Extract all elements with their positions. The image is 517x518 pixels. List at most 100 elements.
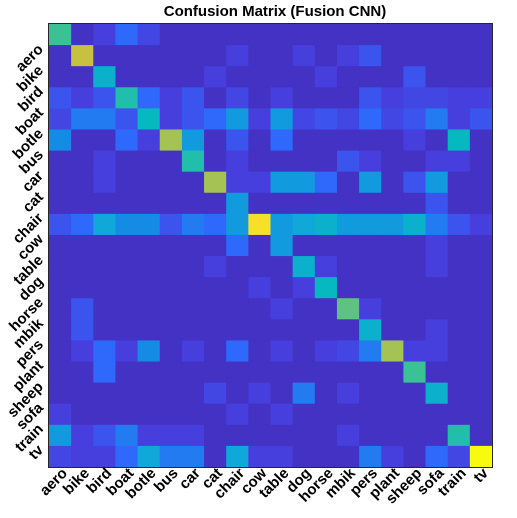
heatmap-cell xyxy=(426,87,449,109)
heatmap-cell xyxy=(71,277,94,299)
heatmap-cell xyxy=(359,235,382,257)
heatmap-cell xyxy=(182,87,205,109)
heatmap-cell xyxy=(293,425,316,447)
heatmap-cell xyxy=(71,151,94,173)
heatmap-cell xyxy=(71,404,94,426)
heatmap-cell xyxy=(381,298,404,320)
heatmap-cell xyxy=(426,193,449,215)
heatmap-cell xyxy=(403,319,426,341)
heatmap-cell xyxy=(115,319,138,341)
heatmap-cell xyxy=(204,256,227,278)
heatmap-cell xyxy=(315,129,338,151)
heatmap-cell xyxy=(160,319,183,341)
heatmap-cell xyxy=(315,425,338,447)
heatmap-cell xyxy=(49,87,72,109)
heatmap-cell xyxy=(204,151,227,173)
heatmap-cell xyxy=(248,277,271,299)
heatmap-cell xyxy=(49,129,72,151)
heatmap-cell xyxy=(93,340,116,362)
heatmap-cell xyxy=(426,256,449,278)
heatmap-cell xyxy=(271,66,294,88)
heatmap-cell xyxy=(71,235,94,257)
heatmap-cell xyxy=(470,151,493,173)
heatmap-cell xyxy=(71,319,94,341)
heatmap-cell xyxy=(470,66,493,88)
heatmap-cell xyxy=(49,45,72,67)
heatmap-cell xyxy=(403,340,426,362)
heatmap-cell xyxy=(337,340,360,362)
heatmap-cell xyxy=(293,193,316,215)
heatmap-cell xyxy=(381,214,404,236)
heatmap-cell xyxy=(426,383,449,405)
heatmap-cell xyxy=(93,298,116,320)
heatmap-cell xyxy=(337,214,360,236)
heatmap-cell xyxy=(381,362,404,384)
heatmap-cell xyxy=(426,66,449,88)
heatmap-cell xyxy=(93,151,116,173)
heatmap-cell xyxy=(115,277,138,299)
heatmap-cell xyxy=(470,108,493,130)
heatmap-cell xyxy=(160,129,183,151)
heatmap-cell xyxy=(182,446,205,468)
heatmap-cell xyxy=(337,383,360,405)
heatmap-cell xyxy=(337,362,360,384)
heatmap-cell xyxy=(49,256,72,278)
heatmap-cell xyxy=(337,129,360,151)
heatmap-cell xyxy=(293,277,316,299)
heatmap-cell xyxy=(426,425,449,447)
heatmap-cell xyxy=(182,66,205,88)
heatmap-cell xyxy=(381,172,404,194)
heatmap-cell xyxy=(448,151,471,173)
heatmap-cell xyxy=(138,108,161,130)
heatmap-cell xyxy=(204,362,227,384)
heatmap-cell xyxy=(204,193,227,215)
heatmap-cell xyxy=(204,446,227,468)
heatmap-cell xyxy=(226,151,249,173)
heatmap-cell xyxy=(226,193,249,215)
heatmap-cell xyxy=(49,446,72,468)
heatmap-cell xyxy=(271,425,294,447)
heatmap-cell xyxy=(204,24,227,46)
heatmap-cell xyxy=(337,45,360,67)
heatmap-cell xyxy=(160,256,183,278)
heatmap-cell xyxy=(204,319,227,341)
heatmap-cell xyxy=(426,172,449,194)
heatmap-cell xyxy=(226,404,249,426)
heatmap-cell xyxy=(226,24,249,46)
heatmap-cell xyxy=(160,24,183,46)
heatmap-cell xyxy=(470,193,493,215)
heatmap-cell xyxy=(204,383,227,405)
heatmap-cell xyxy=(71,129,94,151)
heatmap-cell xyxy=(293,362,316,384)
heatmap-cell xyxy=(182,108,205,130)
heatmap-cell xyxy=(71,425,94,447)
heatmap-cell xyxy=(138,24,161,46)
heatmap-cell xyxy=(160,298,183,320)
heatmap-cell xyxy=(248,129,271,151)
heatmap-cell xyxy=(115,446,138,468)
heatmap-cell xyxy=(115,362,138,384)
heatmap-cell xyxy=(315,45,338,67)
heatmap-cell xyxy=(226,108,249,130)
heatmap-cell xyxy=(470,340,493,362)
heatmap-cell xyxy=(271,24,294,46)
heatmap-cell xyxy=(381,425,404,447)
heatmap-cell xyxy=(115,172,138,194)
heatmap-cell xyxy=(226,172,249,194)
heatmap-cell xyxy=(204,87,227,109)
heatmap-cell xyxy=(138,151,161,173)
heatmap-cell xyxy=(115,108,138,130)
heatmap-cell xyxy=(448,129,471,151)
heatmap-cell xyxy=(359,87,382,109)
heatmap-cell xyxy=(115,425,138,447)
heatmap-cell xyxy=(359,151,382,173)
heatmap-cell xyxy=(115,129,138,151)
heatmap-cell xyxy=(71,362,94,384)
heatmap-cell xyxy=(315,172,338,194)
heatmap-cell xyxy=(381,66,404,88)
heatmap-cell xyxy=(248,24,271,46)
heatmap-cell xyxy=(138,45,161,67)
heatmap-cell xyxy=(403,24,426,46)
heatmap-cell xyxy=(160,425,183,447)
heatmap-cell xyxy=(204,235,227,257)
